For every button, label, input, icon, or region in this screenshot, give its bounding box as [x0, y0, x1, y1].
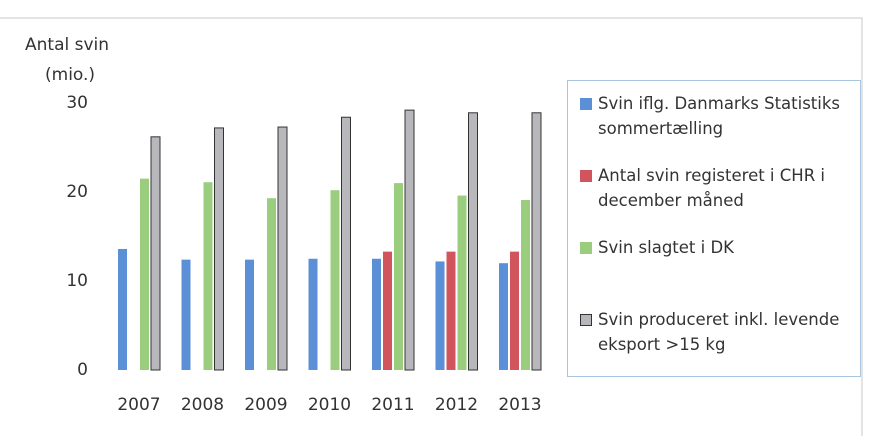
bar — [181, 259, 191, 370]
x-tick-label: 2007 — [117, 395, 160, 415]
x-tick-label: 2010 — [308, 395, 351, 415]
y-tick-label: 30 — [66, 93, 88, 113]
legend-item: Svin slagtet i DK — [580, 235, 852, 307]
bar — [150, 136, 161, 371]
bar — [118, 248, 127, 370]
bar — [214, 127, 224, 371]
y-tick-label: 10 — [66, 271, 88, 291]
legend-label: Svin slagtet i DK — [598, 238, 734, 257]
x-tick-label: 2009 — [244, 395, 287, 415]
bar — [468, 112, 478, 371]
bar — [277, 126, 288, 371]
bar — [394, 183, 403, 370]
bar — [457, 195, 467, 370]
bar — [446, 251, 456, 370]
x-tick-label: 2008 — [181, 395, 224, 415]
bar — [203, 182, 213, 370]
bar — [531, 112, 542, 371]
legend-item: Svin iflg. Danmarks Statistiks sommertæl… — [580, 91, 852, 163]
legend-swatch — [580, 170, 592, 182]
x-tick-label: 2013 — [498, 395, 541, 415]
bar — [245, 259, 254, 370]
bar — [521, 200, 530, 370]
legend-item: Antal svin registeret i CHR i december m… — [580, 163, 852, 235]
frame — [0, 17, 863, 436]
y-axis-label: (mio.) — [45, 65, 95, 85]
bar — [510, 251, 519, 370]
legend-label: Antal svin registeret i CHR i december m… — [598, 166, 825, 210]
y-tick-label: 0 — [77, 360, 88, 380]
bar — [308, 258, 318, 370]
bar — [267, 198, 276, 370]
bar — [383, 251, 392, 370]
legend-label: Svin produceret inkl. levende eksport >1… — [598, 310, 840, 354]
y-tick-label: 20 — [66, 182, 88, 202]
bar — [499, 263, 508, 370]
bar — [404, 109, 415, 371]
bar — [435, 261, 445, 370]
legend-swatch — [580, 98, 592, 110]
legend-item: Svin produceret inkl. levende eksport >1… — [580, 307, 852, 379]
x-tick-label: 2011 — [371, 395, 414, 415]
chart-title: Antal svin — [25, 35, 109, 55]
bar — [372, 258, 381, 370]
bar — [140, 178, 149, 370]
x-tick-label: 2012 — [435, 395, 478, 415]
legend-swatch — [580, 314, 592, 326]
legend-label: Svin iflg. Danmarks Statistiks sommertæl… — [598, 94, 841, 138]
legend-swatch — [580, 242, 592, 254]
bar — [341, 116, 351, 371]
legend: Svin iflg. Danmarks Statistiks sommertæl… — [567, 80, 861, 377]
bar — [330, 190, 340, 370]
